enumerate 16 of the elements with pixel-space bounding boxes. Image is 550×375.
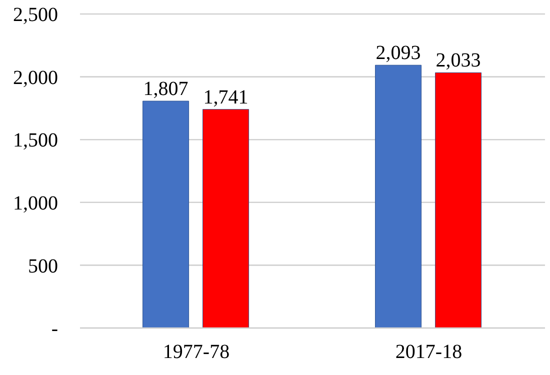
bar <box>375 64 422 328</box>
x-tick-label: 1977-78 <box>162 341 230 364</box>
y-tick-label: 1,000 <box>13 192 58 214</box>
x-tick-label: 2017-18 <box>395 341 462 364</box>
y-tick-label: 2,000 <box>13 66 58 89</box>
y-tick-label: 2,500 <box>13 4 58 26</box>
data-label: 2,033 <box>436 50 481 72</box>
bar <box>202 109 250 328</box>
data-label: 1,807 <box>143 78 188 100</box>
bar <box>142 100 190 328</box>
bar <box>435 72 482 328</box>
y-tick-label: 500 <box>28 255 58 278</box>
y-tick-label: 1,500 <box>13 130 58 152</box>
data-label: 2,093 <box>376 42 421 64</box>
data-label: 1,741 <box>203 86 248 108</box>
y-tick-label: - <box>51 318 58 340</box>
